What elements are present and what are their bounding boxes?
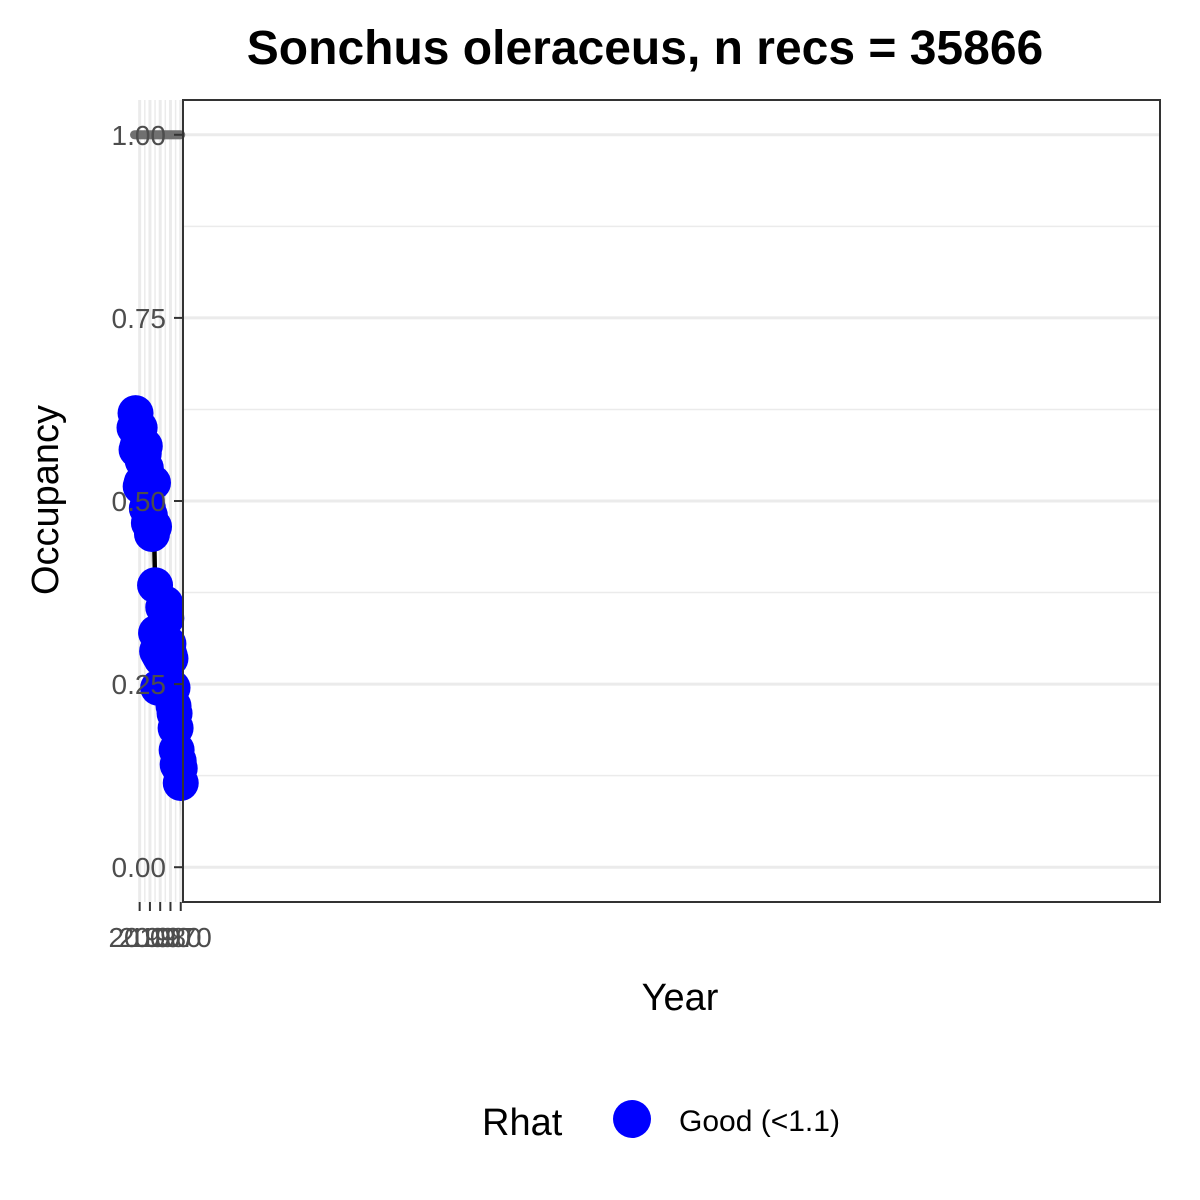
x-axis-title: Year [642,977,719,1019]
x-tick-label: 2000 [119,922,181,953]
x-tick-label: 1990 [129,922,191,953]
x-tick-label: 2010 [108,922,170,953]
y-tick-label: 0.75 [112,303,167,334]
occupancy-point [138,614,175,651]
y-tick-label: 0.25 [112,669,167,700]
occupancy-point [140,669,177,706]
legend: Rhat Good (<1.1) [482,1100,840,1144]
y-tick-label: 1.00 [112,120,167,151]
reference-point [130,130,140,140]
y-tick-label: 0.50 [112,486,167,517]
occupancy-points [116,395,199,801]
x-tick-label: 1970 [150,922,212,953]
y-axis-title: Occupancy [25,405,67,595]
x-tick-label: 1980 [139,922,201,953]
occupancy-point [137,567,174,604]
y-tick-label: 0.00 [112,852,167,883]
reference-points [130,130,186,140]
legend-label-good: Good (<1.1) [679,1105,840,1138]
legend-title: Rhat [482,1102,563,1144]
chart-title: Sonchus oleraceus, n recs = 35866 [247,22,1043,75]
occupancy-point [122,468,159,505]
occupancy-point [116,409,153,446]
y-axis: 0.00 0.25 0.50 0.75 1.00 [112,120,183,883]
legend-key-good [613,1100,651,1138]
